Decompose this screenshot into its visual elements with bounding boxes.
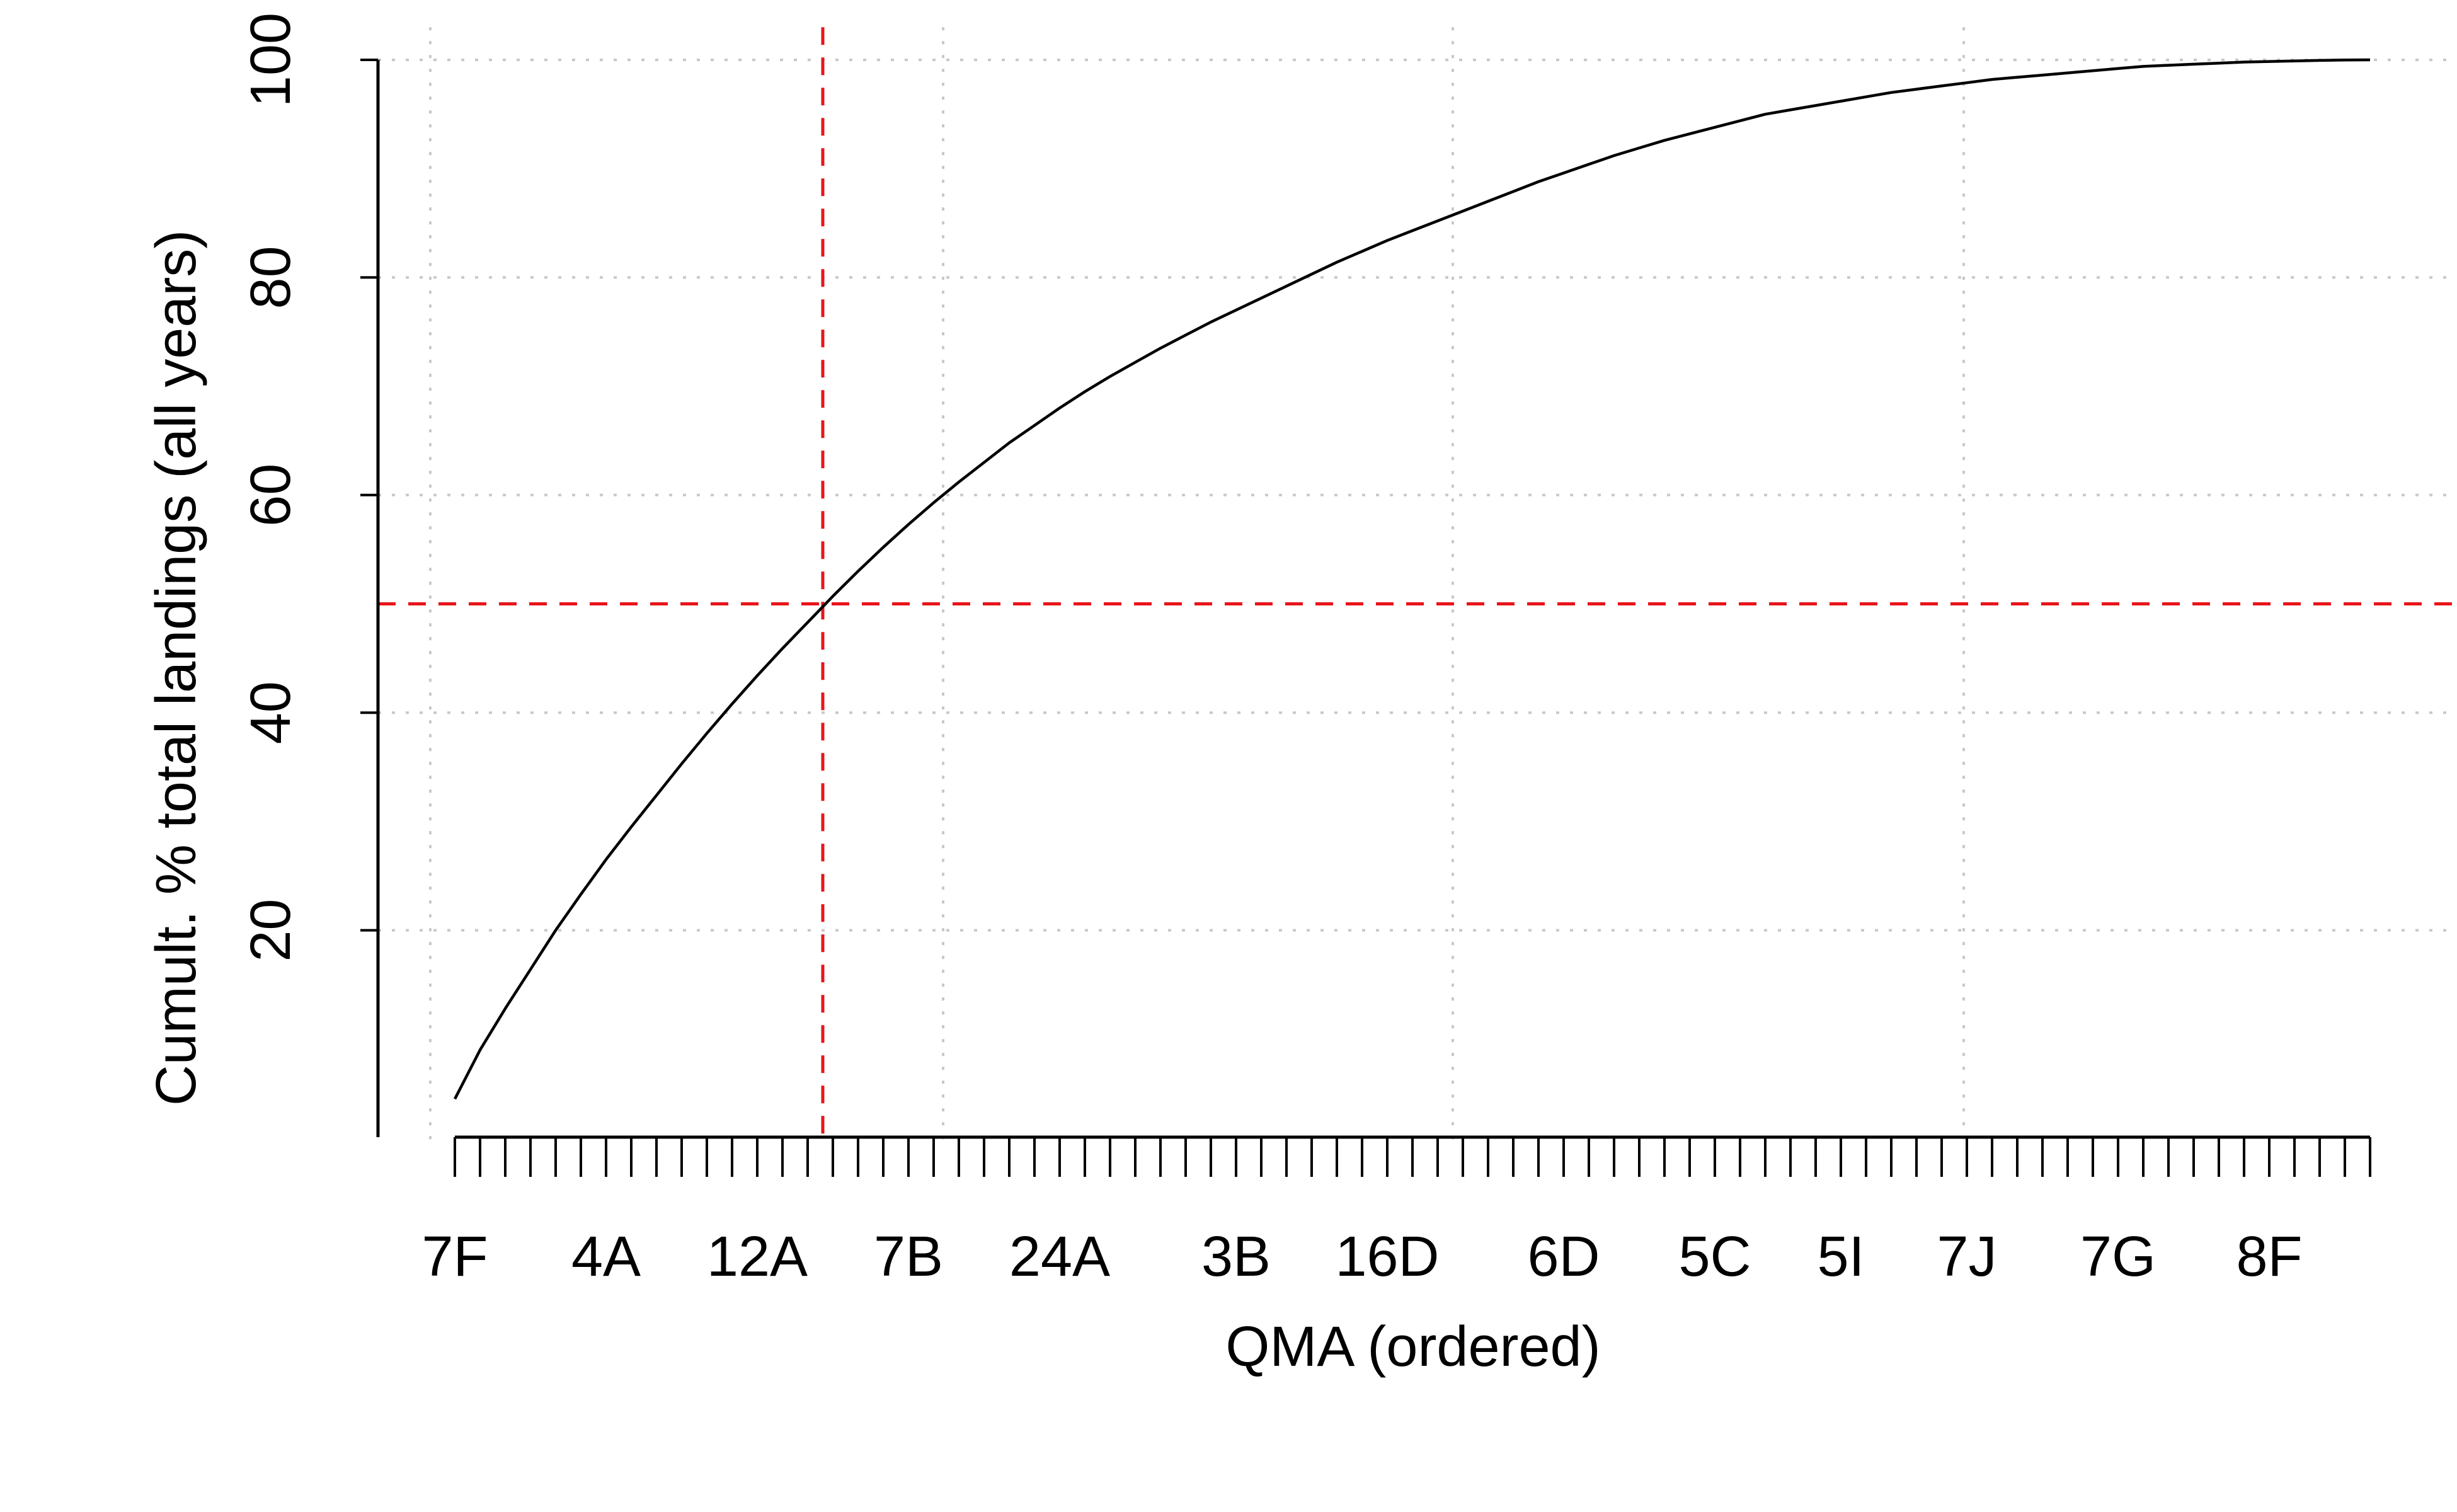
- x-tick-label: 4A: [571, 1225, 641, 1288]
- y-tick-label: 20: [239, 899, 302, 962]
- x-axis: 7F 4A 12A 7B 24A 3B 16D 6D 5C 5I 7J 7G 8F: [421, 1135, 2371, 1288]
- x-tick-label: 7F: [421, 1225, 488, 1288]
- series-layer: [453, 58, 2371, 1100]
- grid: [378, 27, 2457, 1142]
- x-tick-label: 7B: [874, 1225, 943, 1288]
- x-tick-label: 24A: [1009, 1225, 1110, 1288]
- x-tick-label: 7G: [2080, 1225, 2156, 1288]
- x-tick-label: 16D: [1335, 1225, 1439, 1288]
- x-tick-label: 12A: [707, 1225, 808, 1288]
- x-tick-label: 6D: [1527, 1225, 1600, 1288]
- y-tick-label: 80: [239, 246, 302, 309]
- x-tick-label: 7J: [1937, 1225, 1996, 1288]
- y-tick-label: 60: [239, 464, 302, 527]
- x-tick-label: 8F: [2236, 1225, 2302, 1288]
- y-tick-label: 100: [239, 13, 302, 107]
- y-axis-label: Cumult. % total landings (all years): [145, 230, 208, 1106]
- x-tick-label: 5C: [1678, 1225, 1751, 1288]
- x-tick-label: 5I: [1817, 1225, 1864, 1288]
- x-tick-label: 3B: [1201, 1225, 1271, 1288]
- y-axis: 20 40 60 80 100: [239, 13, 380, 1137]
- series-line-0: [453, 58, 2371, 1100]
- x-axis-label: QMA (ordered): [1225, 1315, 1600, 1378]
- reference-lines: [378, 27, 2457, 1137]
- y-tick-label: 40: [239, 681, 302, 744]
